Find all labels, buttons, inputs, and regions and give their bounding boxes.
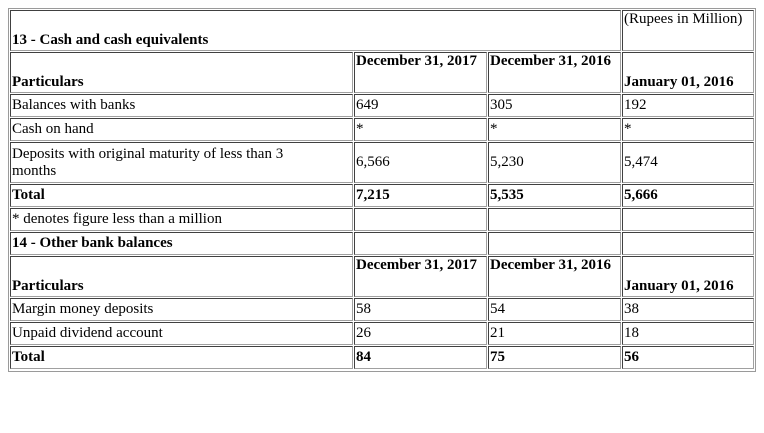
- table-cell: 6,566: [354, 142, 487, 183]
- table-row-label: Cash on hand: [10, 118, 353, 141]
- table-cell: *: [622, 118, 754, 141]
- table-row-label: Deposits with original maturity of less …: [10, 142, 353, 183]
- table-cell: 54: [488, 298, 621, 321]
- note13-header-dec-2017: December 31, 2017: [354, 52, 487, 93]
- note14-header-jan-2016: January 01, 2016: [622, 256, 754, 297]
- table-cell: *: [354, 118, 487, 141]
- empty-cell: [622, 232, 754, 255]
- financial-table: [8, 8, 756, 372]
- empty-cell: [488, 208, 621, 231]
- total-label: Total: [10, 346, 353, 369]
- table-cell: 192: [622, 94, 754, 117]
- note14-header-particulars: Particulars: [10, 256, 353, 297]
- table-cell: 26: [354, 322, 487, 345]
- footnote: * denotes figure less than a million: [10, 208, 353, 231]
- note13-header-dec-2016: December 31, 2016: [488, 52, 621, 93]
- total-cell: 75: [488, 346, 621, 369]
- table-cell: 649: [354, 94, 487, 117]
- table-row-label: Unpaid dividend account: [10, 322, 353, 345]
- empty-cell: [622, 208, 754, 231]
- total-cell: 84: [354, 346, 487, 369]
- table-cell: 58: [354, 298, 487, 321]
- unit-label: (Rupees in Million): [622, 10, 754, 51]
- table-cell: 305: [488, 94, 621, 117]
- total-cell: 5,535: [488, 184, 621, 207]
- table-row-label: Balances with banks: [10, 94, 353, 117]
- table-cell: 21: [488, 322, 621, 345]
- total-cell: 56: [622, 346, 754, 369]
- note14-heading: 14 - Other bank balances: [10, 232, 353, 255]
- note13-heading: 13 - Cash and cash equivalents: [10, 10, 621, 51]
- table-row-label: Margin money deposits: [10, 298, 353, 321]
- empty-cell: [354, 208, 487, 231]
- total-cell: 5,666: [622, 184, 754, 207]
- total-label: Total: [10, 184, 353, 207]
- table-cell: *: [488, 118, 621, 141]
- total-cell: 7,215: [354, 184, 487, 207]
- table-cell: 5,474: [622, 142, 754, 183]
- note14-header-dec-2016: December 31, 2016: [488, 256, 621, 297]
- note14-header-dec-2017: December 31, 2017: [354, 256, 487, 297]
- table-cell: 38: [622, 298, 754, 321]
- table-cell: 18: [622, 322, 754, 345]
- empty-cell: [354, 232, 487, 255]
- empty-cell: [488, 232, 621, 255]
- table-cell: 5,230: [488, 142, 621, 183]
- note13-header-jan-2016: January 01, 2016: [622, 52, 754, 93]
- note13-header-particulars: Particulars: [10, 52, 353, 93]
